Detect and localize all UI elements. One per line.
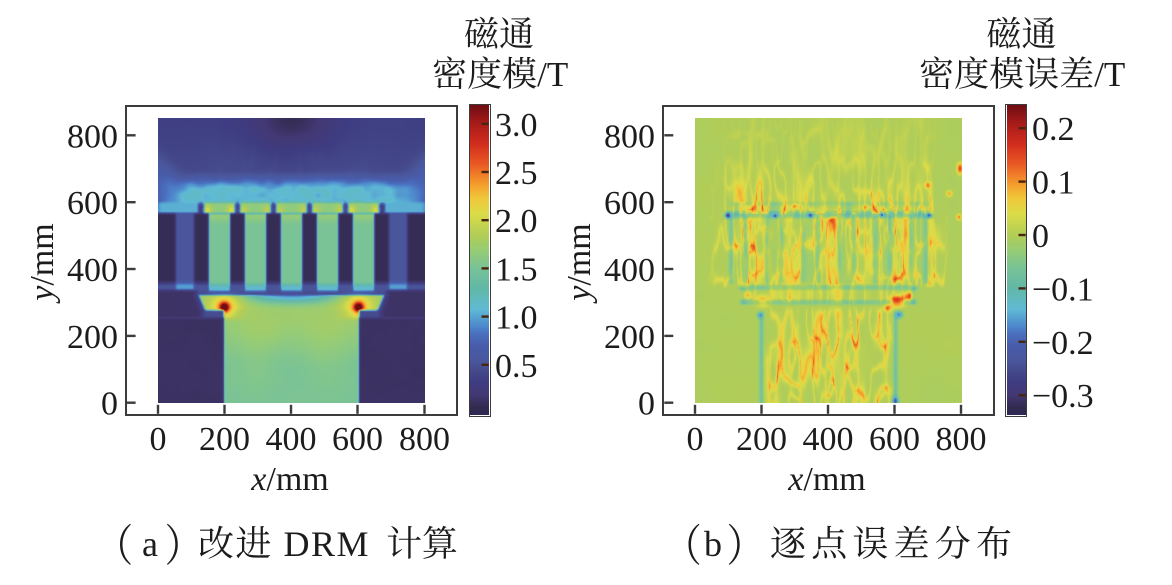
svg-text:400: 400 [67,252,118,289]
svg-text:200: 200 [199,421,250,458]
svg-text:400: 400 [266,421,317,458]
svg-text:0.2: 0.2 [1032,111,1075,148]
svg-text:600: 600 [332,421,383,458]
svg-text:600: 600 [604,185,655,222]
svg-text:400: 400 [604,252,655,289]
svg-text:−0.1: −0.1 [1032,271,1094,308]
svg-text:400: 400 [803,421,854,458]
svg-text:0: 0 [101,386,118,423]
svg-text:800: 800 [936,421,987,458]
svg-text:800: 800 [67,118,118,155]
svg-text:0: 0 [687,421,704,458]
svg-text:3.0: 3.0 [495,107,538,144]
svg-text:y/mm: y/mm [24,223,61,303]
svg-text:0: 0 [1032,218,1049,255]
svg-text:800: 800 [604,118,655,155]
svg-text:0.5: 0.5 [495,348,538,385]
svg-text:200: 200 [67,319,118,356]
svg-text:1.5: 1.5 [495,251,538,288]
svg-text:y/mm: y/mm [561,223,598,303]
svg-text:800: 800 [399,421,450,458]
svg-text:0.1: 0.1 [1032,165,1075,202]
svg-text:2.0: 2.0 [495,203,538,240]
svg-text:200: 200 [604,319,655,356]
svg-text:a: a [142,524,158,564]
svg-text:/T: /T [1094,55,1125,94]
svg-text:2.5: 2.5 [495,155,538,192]
svg-text:1.0: 1.0 [495,300,538,337]
svg-text:/T: /T [537,55,568,94]
svg-text:x/mm: x/mm [787,461,865,498]
svg-text:−0.3: −0.3 [1032,378,1094,415]
svg-text:b: b [704,524,722,564]
svg-text:0: 0 [638,386,655,423]
svg-text:DRM: DRM [284,524,371,564]
svg-text:−0.2: −0.2 [1032,325,1094,362]
svg-text:0: 0 [150,421,167,458]
svg-text:600: 600 [67,185,118,222]
svg-text:200: 200 [736,421,787,458]
svg-text:600: 600 [869,421,920,458]
svg-text:x/mm: x/mm [250,461,328,498]
